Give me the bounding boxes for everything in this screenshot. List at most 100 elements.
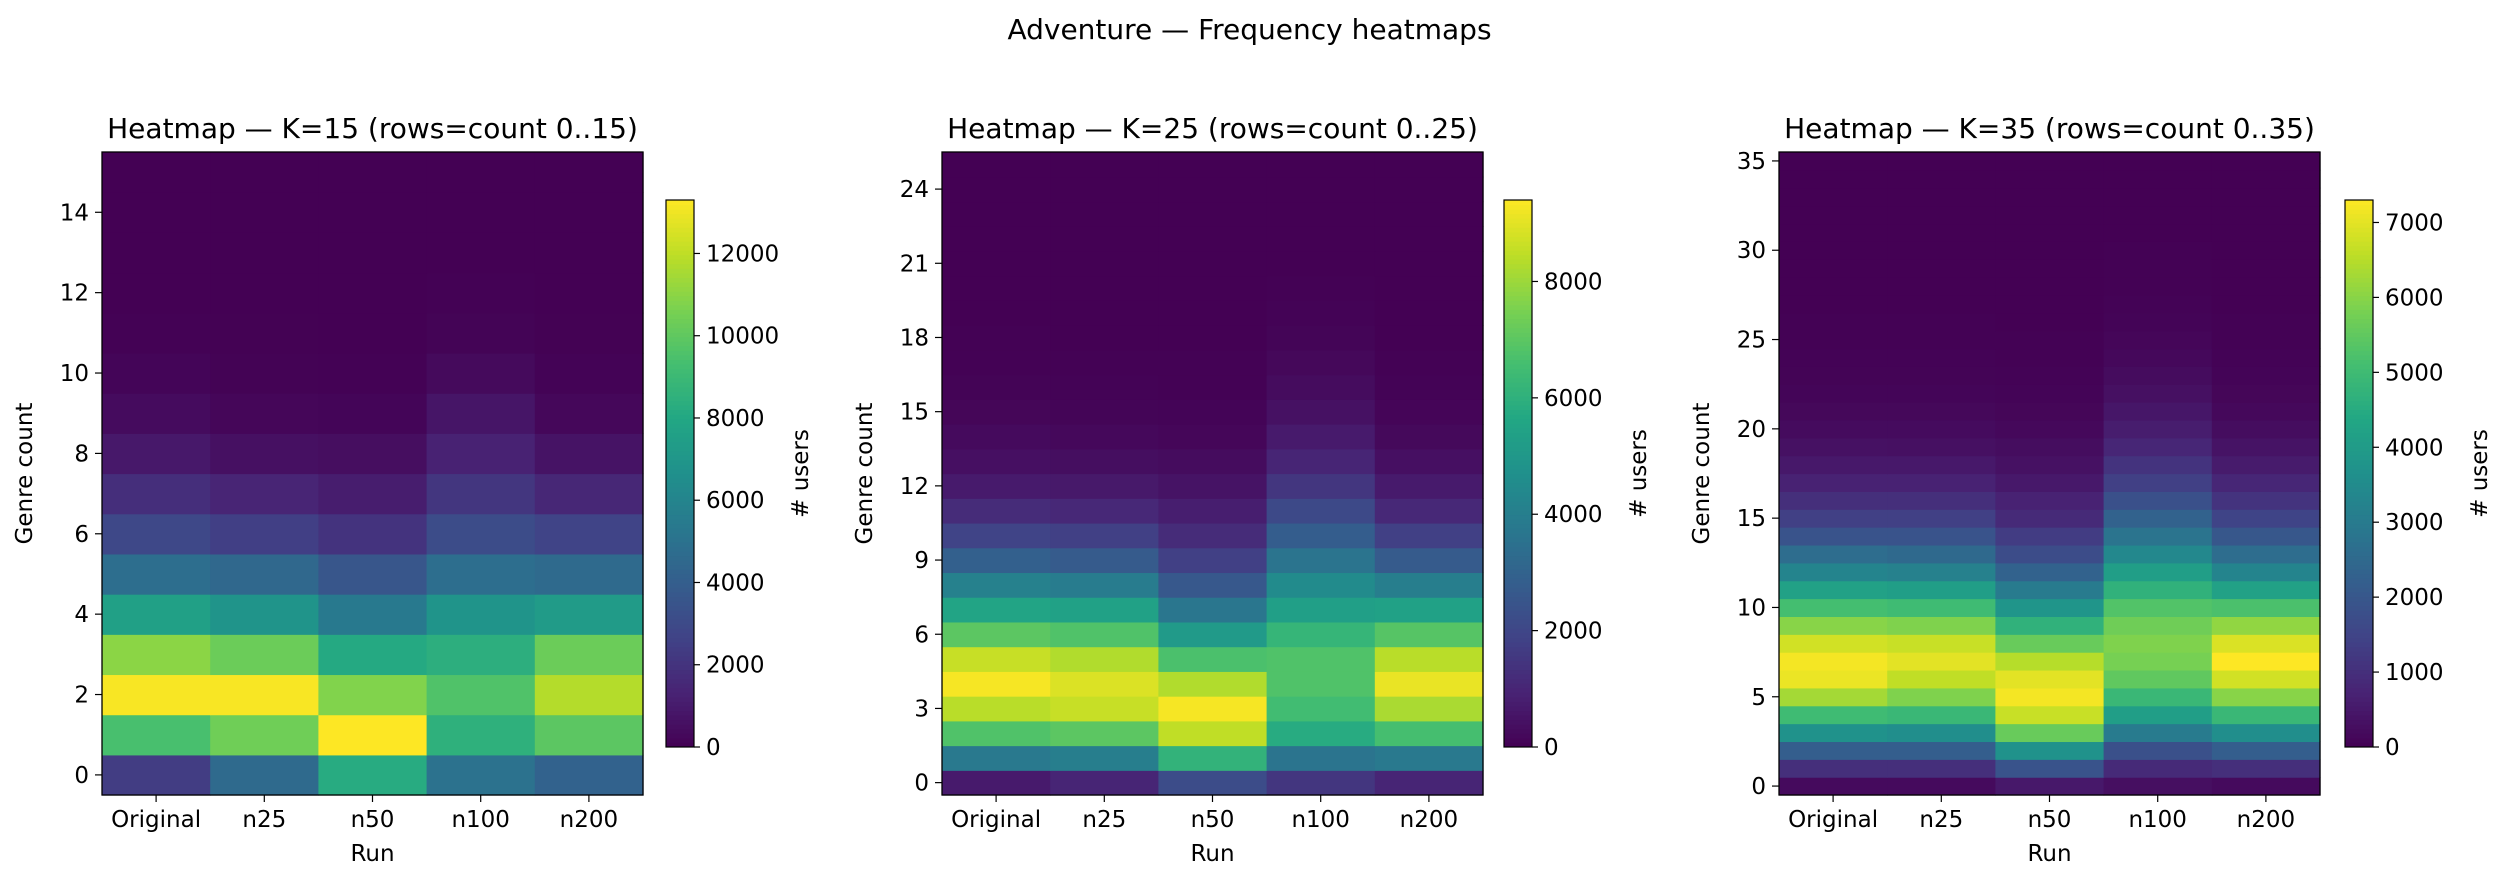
colorbar-swatch [1504, 696, 1532, 702]
y-axis-label: Genre count [852, 403, 878, 545]
heatmap-cell [2211, 687, 2321, 707]
y-tick-label: 21 [900, 251, 929, 277]
colorbar-swatch [2345, 669, 2373, 675]
heatmap-cell [102, 594, 211, 635]
colorbar-swatch [2345, 441, 2373, 447]
heatmap-cell [942, 498, 1051, 524]
colorbar-swatch [2345, 569, 2373, 575]
colorbar-swatch [666, 664, 694, 671]
colorbar-swatch [2345, 332, 2373, 338]
colorbar-swatch [2345, 683, 2373, 689]
heatmap-cell [2211, 366, 2321, 385]
colorbar-swatch [1504, 737, 1532, 743]
colorbar-swatch [1504, 446, 1532, 452]
heatmap-cell [1887, 491, 1996, 510]
heatmap-cell [1995, 241, 2105, 260]
heatmap-cell [1374, 152, 1484, 178]
heatmap-cell [1779, 223, 1888, 242]
colorbar-swatch [666, 441, 694, 447]
heatmap-cell [1779, 312, 1888, 332]
colorbar-swatch [2345, 432, 2373, 438]
heatmap-cell [102, 232, 211, 274]
colorbar-frame [665, 199, 695, 748]
heatmap-cell [210, 674, 319, 716]
heatmap-cell [942, 770, 1051, 796]
heatmap-cell [426, 553, 536, 595]
colorbar-swatch [666, 418, 694, 424]
heatmap-cell [426, 433, 536, 475]
colorbar-swatch [1504, 532, 1532, 538]
heatmap-cell [1050, 399, 1159, 425]
heatmap-cell [210, 714, 319, 756]
heatmap-cell [1995, 562, 2105, 582]
colorbar-swatch [666, 724, 694, 730]
heatmap-cell [1158, 646, 1268, 672]
heatmap-cell [1995, 580, 2105, 600]
heatmap-cell [1995, 259, 2105, 278]
colorbar-swatch [1504, 254, 1532, 260]
colorbar-swatch [2345, 550, 2373, 557]
colorbar-swatch [666, 300, 694, 306]
colorbar-swatch [666, 509, 694, 516]
colorbar-swatch [1504, 491, 1532, 497]
colorbar-swatch [2345, 345, 2373, 351]
colorbar-swatch [1504, 377, 1532, 383]
heatmap-cell [1995, 169, 2105, 189]
heatmap-cell [1050, 597, 1159, 623]
heatmap-cell [1158, 547, 1268, 574]
colorbar-swatch [666, 601, 694, 607]
heatmap-cell [1995, 419, 2105, 439]
colorbar-tick-label: 10000 [706, 324, 779, 350]
x-tick-label: n25 [1082, 807, 1126, 833]
heatmap-cell [1158, 597, 1268, 623]
colorbar-swatch [666, 496, 694, 502]
heatmap-panel-1: Heatmap — K=15 (rows=count 0..15) Origina… [12, 112, 814, 867]
colorbar-swatch [1504, 614, 1532, 620]
colorbar-swatch [666, 291, 694, 297]
colorbar-tick-label: 1000 [2385, 660, 2444, 686]
heatmap-cell [210, 634, 319, 676]
heatmap-cell [942, 300, 1051, 326]
heatmap-cell [1374, 572, 1484, 598]
colorbar-swatch [1504, 715, 1532, 721]
heatmap-cell [1995, 187, 2105, 207]
colorbar-swatch [666, 391, 694, 397]
colorbar-swatch [1504, 610, 1532, 616]
colorbar-label: # users [2467, 429, 2493, 518]
colorbar-swatch [666, 596, 694, 602]
colorbar-swatch [666, 450, 694, 456]
colorbar-swatch [666, 582, 694, 588]
colorbar-swatch [1504, 555, 1532, 561]
heatmap-cell [210, 393, 319, 434]
heatmap-cell [534, 473, 644, 515]
heatmap-cell [2103, 598, 2213, 617]
colorbar-swatch [2345, 619, 2373, 625]
colorbar-swatch [1504, 496, 1532, 502]
heatmap-cell [1266, 176, 1376, 203]
heatmap-cell [1995, 402, 2105, 421]
heatmap-cell [1779, 402, 1888, 421]
colorbar-swatch [666, 555, 694, 561]
figure-suptitle: Adventure — Frequency heatmaps [1007, 13, 1491, 46]
colorbar-swatch [666, 236, 694, 242]
heatmap-cell [1266, 325, 1376, 351]
colorbar-swatch [666, 701, 694, 707]
heatmap-cell [2103, 402, 2213, 421]
heatmap-cell [1779, 509, 1888, 528]
colorbar-swatch [1504, 701, 1532, 707]
heatmap-cell [1266, 399, 1376, 425]
colorbar-swatch [2345, 231, 2373, 237]
colorbar-swatch [666, 532, 694, 538]
colorbar-swatch [666, 268, 694, 274]
colorbar-swatch [666, 200, 694, 206]
heatmap-cell [1050, 349, 1159, 376]
colorbar-label: # users [1626, 429, 1652, 518]
heatmap-cell [1779, 527, 1888, 546]
heatmap-cell [318, 513, 428, 555]
colorbar-swatch [2345, 327, 2373, 333]
heatmap-cell [1266, 671, 1376, 697]
heatmap-cell [1779, 348, 1888, 367]
heatmap-cell [1050, 152, 1159, 178]
heatmap-cell [1779, 277, 1888, 296]
colorbar-swatch [666, 313, 694, 320]
